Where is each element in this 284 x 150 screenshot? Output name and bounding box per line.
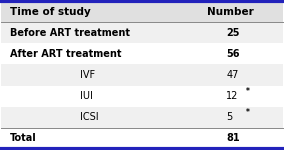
Bar <box>1 128 283 149</box>
Text: 81: 81 <box>226 133 240 143</box>
Text: 5: 5 <box>226 112 233 122</box>
Text: IVF: IVF <box>80 70 95 80</box>
Text: ICSI: ICSI <box>80 112 99 122</box>
Bar <box>1 64 283 86</box>
Bar <box>1 22 283 44</box>
Bar <box>1 44 283 64</box>
Text: Number: Number <box>207 7 253 17</box>
Text: 12: 12 <box>226 91 239 101</box>
Text: Before ART treatment: Before ART treatment <box>10 28 130 38</box>
Text: 47: 47 <box>226 70 239 80</box>
Text: *: * <box>246 108 250 117</box>
Text: Total: Total <box>10 133 37 143</box>
Text: 56: 56 <box>226 49 240 59</box>
Bar <box>1 1 283 22</box>
Text: 25: 25 <box>226 28 240 38</box>
Bar <box>1 106 283 128</box>
Text: *: * <box>246 87 250 96</box>
Text: Time of study: Time of study <box>10 7 91 17</box>
Text: IUI: IUI <box>80 91 93 101</box>
Text: After ART treatment: After ART treatment <box>10 49 121 59</box>
Bar <box>1 85 283 106</box>
